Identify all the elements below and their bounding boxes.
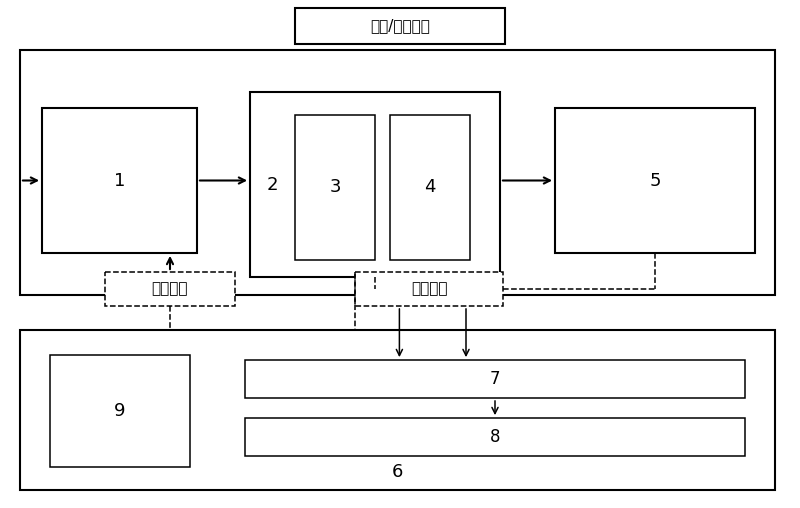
- Text: 数据信号: 数据信号: [410, 281, 447, 297]
- Text: 直流/谐波电流: 直流/谐波电流: [370, 18, 430, 34]
- Text: 9: 9: [114, 402, 126, 420]
- Bar: [555, 108, 755, 253]
- Bar: [295, 8, 505, 44]
- Bar: [250, 92, 500, 277]
- Bar: [295, 115, 375, 260]
- Bar: [20, 330, 775, 490]
- Text: 3: 3: [330, 178, 341, 197]
- Bar: [50, 355, 190, 467]
- Text: 2: 2: [266, 175, 278, 194]
- Bar: [20, 50, 775, 295]
- Text: 4: 4: [424, 178, 436, 197]
- Bar: [42, 108, 197, 253]
- Text: 8: 8: [490, 428, 500, 446]
- Bar: [245, 418, 745, 456]
- Text: 6: 6: [392, 463, 403, 481]
- Bar: [390, 115, 470, 260]
- Bar: [355, 272, 503, 306]
- Text: 1: 1: [114, 172, 125, 189]
- Text: 控制信号: 控制信号: [152, 281, 188, 297]
- Text: 7: 7: [490, 370, 500, 388]
- Bar: [245, 360, 745, 398]
- Bar: [105, 272, 235, 306]
- Text: 5: 5: [650, 172, 661, 189]
